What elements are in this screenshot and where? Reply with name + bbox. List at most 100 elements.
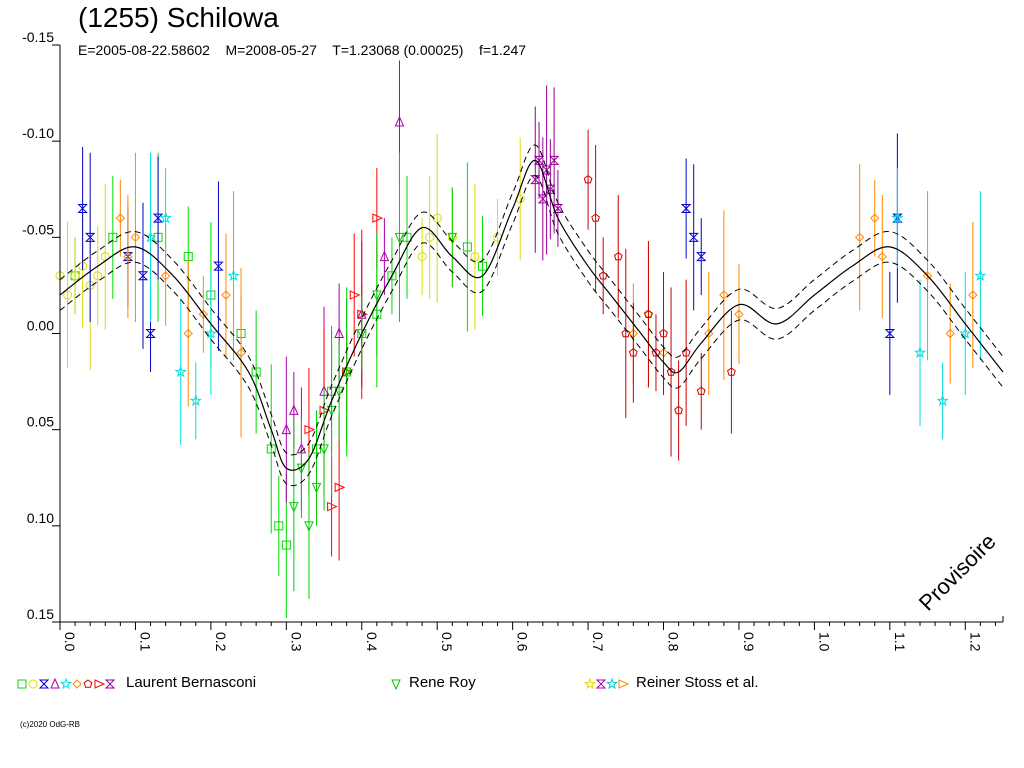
series-2	[77, 133, 903, 396]
data-point	[319, 444, 329, 456]
data-point	[533, 155, 545, 165]
data-point	[334, 327, 344, 338]
data-point	[470, 252, 480, 262]
data-point	[548, 155, 560, 165]
data-point	[84, 232, 96, 242]
data-point	[537, 194, 549, 204]
series-6	[583, 129, 736, 461]
axes-group: -0.15 -0.10 -0.05 0.00 0.05 0.10 0.15 0.0 0.1 0.2…	[22, 29, 1004, 652]
data-point	[372, 213, 384, 223]
legend-marker	[618, 679, 630, 689]
data-point	[281, 423, 292, 435]
x-tick-label: 0.0	[62, 632, 78, 652]
data-point	[251, 367, 261, 377]
data-point	[115, 213, 126, 223]
legend-label-roy: Rene Roy	[409, 674, 476, 691]
legend-marker	[595, 679, 607, 689]
data-point	[854, 232, 865, 243]
x-tick-label: 0.3	[288, 632, 304, 652]
data-point	[130, 232, 141, 243]
legend-marker	[17, 679, 27, 689]
data-point	[447, 232, 458, 244]
data-point	[387, 271, 397, 281]
series-0	[70, 152, 487, 619]
data-point	[160, 271, 171, 281]
legend-marker	[72, 679, 82, 689]
data-point	[159, 211, 172, 224]
data-point	[674, 405, 683, 415]
legend-markers-group	[17, 677, 630, 691]
data-point	[462, 242, 472, 252]
x-tick-label: 1.1	[892, 632, 908, 652]
legend-label-bernasconi: Laurent Bernasconi	[126, 674, 257, 691]
data-point	[974, 269, 987, 282]
legend-marker	[391, 679, 401, 691]
data-point	[63, 290, 73, 300]
data-point	[696, 252, 707, 262]
data-point	[356, 329, 367, 340]
data-point	[913, 346, 927, 359]
y-tick-label: 0.15	[27, 606, 54, 622]
data-point	[304, 424, 316, 435]
series-4	[144, 152, 987, 446]
data-point	[394, 115, 405, 127]
data-point	[621, 328, 631, 338]
data-point	[334, 386, 344, 398]
watermark-text: Provisoire	[914, 529, 1001, 616]
data-point	[236, 348, 246, 358]
data-point	[968, 290, 978, 300]
legend-marker	[583, 677, 597, 690]
data-point	[77, 203, 88, 213]
data-point	[198, 309, 209, 319]
data-point	[122, 252, 134, 262]
data-point	[666, 367, 676, 376]
legend-marker	[83, 679, 93, 688]
data-point	[93, 271, 103, 281]
data-point	[70, 271, 80, 281]
data-point	[613, 251, 623, 261]
data-point	[334, 482, 346, 493]
data-point	[945, 328, 955, 339]
x-tick-label: 0.7	[590, 632, 606, 652]
data-point	[123, 251, 133, 262]
x-tick-label: 0.6	[515, 632, 531, 652]
data-point	[402, 232, 412, 242]
chart-subtitle: E=2005-08-22.58602 M=2008-05-27 T=1.2306…	[78, 42, 527, 58]
x-tick-label: 0.1	[137, 632, 153, 652]
data-point	[394, 232, 405, 244]
legend-marker	[59, 677, 73, 690]
series-8	[530, 85, 564, 261]
data-point	[349, 290, 361, 300]
legend-marker	[94, 679, 106, 689]
x-tick-label: 1.2	[967, 632, 983, 652]
data-point	[704, 328, 714, 339]
data-point	[372, 290, 382, 302]
data-point	[327, 501, 338, 512]
data-point	[884, 329, 896, 338]
data-point	[379, 250, 390, 262]
legend-marker	[605, 677, 619, 690]
data-point	[227, 269, 240, 282]
data-point	[137, 271, 149, 281]
data-point	[659, 328, 668, 338]
data-point	[311, 482, 322, 494]
data-point	[417, 252, 427, 262]
chart-title: (1255) Schilowa	[78, 2, 279, 33]
data-point	[221, 290, 231, 300]
data-point	[152, 213, 164, 223]
data-point	[174, 365, 187, 378]
data-point	[922, 271, 933, 281]
y-tick-label: 0.00	[27, 318, 54, 334]
y-tick-label: 0.10	[27, 510, 54, 526]
y-tick-label: -0.05	[22, 221, 54, 237]
model-curve-upper-band	[59, 144, 1004, 456]
copyright-note: (c)2020 OdG-RB	[20, 720, 81, 729]
series-3	[281, 60, 405, 511]
data-point	[477, 261, 487, 271]
x-tick-label: 0.2	[213, 632, 229, 652]
legend-marker	[104, 679, 116, 689]
data-point	[204, 326, 218, 339]
legend-marker	[50, 677, 60, 689]
y-tick-label: -0.15	[22, 29, 54, 45]
